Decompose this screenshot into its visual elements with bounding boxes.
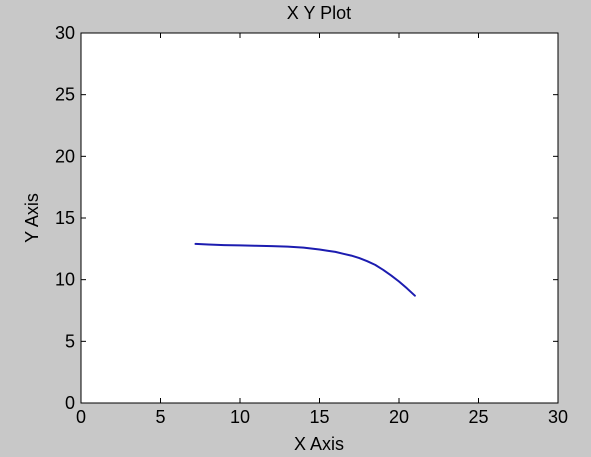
series-layer <box>194 242 416 297</box>
y-tick-label: 25 <box>55 85 75 105</box>
x-axis-label: X Axis <box>294 434 344 452</box>
y-tick-label: 10 <box>55 270 75 290</box>
y-tick-label: 20 <box>55 146 75 166</box>
x-tick-label: 5 <box>155 407 165 427</box>
series-line <box>194 242 416 297</box>
x-tick-label: 30 <box>548 407 568 427</box>
x-tick-label: 0 <box>76 407 86 427</box>
axis-ticks: 0 5 10 15 20 25 30 0 5 10 15 20 25 30 <box>55 23 568 427</box>
x-tick-label: 15 <box>309 407 329 427</box>
y-axis-label: Y Axis <box>22 193 42 243</box>
x-tick-label: 20 <box>389 407 409 427</box>
y-tick-label: 5 <box>65 331 75 351</box>
x-tick-label: 25 <box>468 407 488 427</box>
x-tick-label: 10 <box>230 407 250 427</box>
y-tick-label: 15 <box>55 208 75 228</box>
y-tick-label: 30 <box>55 23 75 43</box>
y-tick-label: 0 <box>65 393 75 413</box>
plot-area <box>80 32 559 404</box>
chart-title: X Y Plot <box>287 3 351 23</box>
